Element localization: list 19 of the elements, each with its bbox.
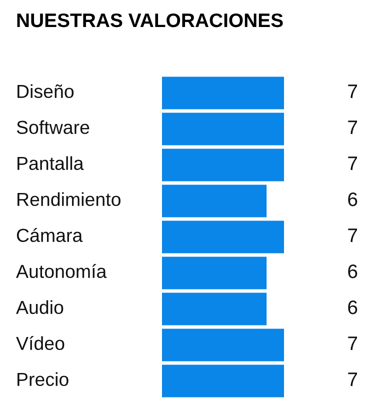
data-label: 7 bbox=[348, 336, 358, 350]
data-label: 7 bbox=[348, 156, 358, 170]
y-tick-label: Software bbox=[16, 120, 90, 134]
y-tick-label: Autonomía bbox=[16, 264, 107, 278]
y-tick-label: Diseño bbox=[18, 84, 74, 98]
y-tick-label: Pantalla bbox=[18, 156, 84, 170]
data-label: 7 bbox=[348, 372, 358, 386]
y-tick-label: Rendimiento bbox=[18, 192, 120, 206]
data-label: 7 bbox=[348, 228, 358, 242]
data-label: 7 bbox=[348, 120, 358, 134]
y-tick-label: Cámara bbox=[16, 228, 83, 242]
y-tick-label: Precio bbox=[18, 372, 68, 386]
y-tick-label: Audio bbox=[16, 300, 64, 314]
y-tick-label: Vídeo bbox=[16, 336, 64, 350]
data-label: 6 bbox=[348, 300, 358, 314]
data-label: 7 bbox=[348, 84, 358, 98]
data-label: 6 bbox=[348, 264, 358, 278]
data-label: 6 bbox=[348, 192, 358, 206]
chart-title: NUESTRAS VALORACIONES bbox=[17, 13, 283, 28]
